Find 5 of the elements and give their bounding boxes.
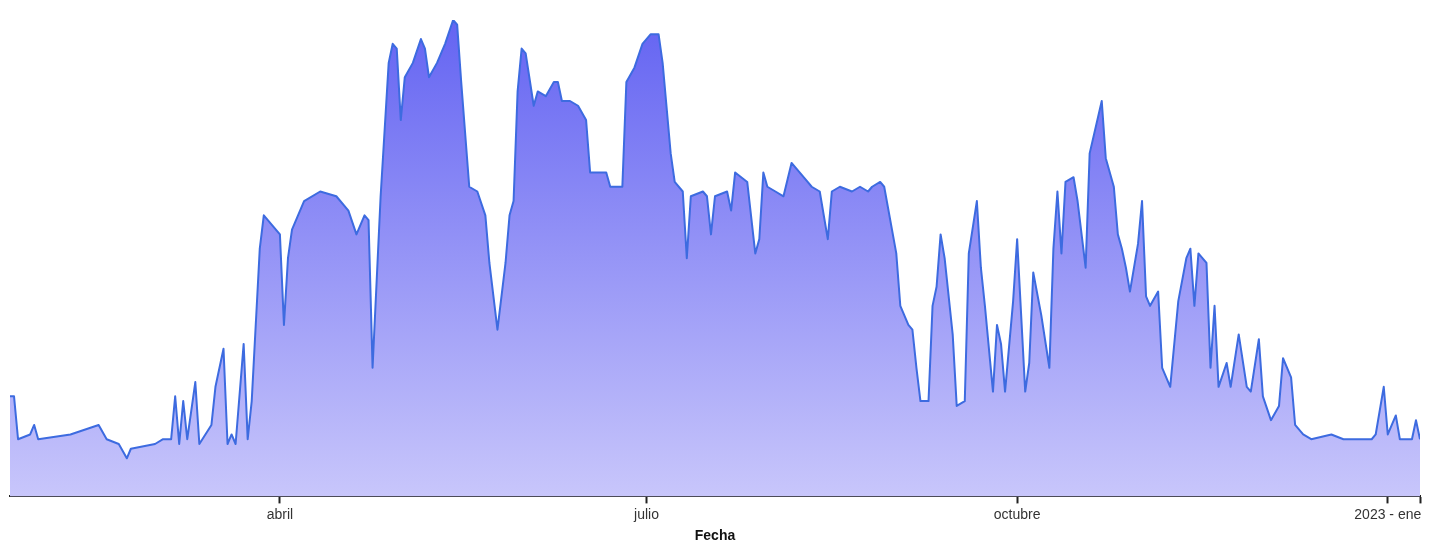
x-tick-label: octubre — [993, 505, 1041, 522]
x-tick-label: julio — [633, 505, 660, 522]
x-tick-label: 2023 - ene — [1354, 505, 1422, 522]
x-axis-title: Fecha — [694, 527, 736, 544]
x-tick-label: abril — [266, 505, 294, 522]
